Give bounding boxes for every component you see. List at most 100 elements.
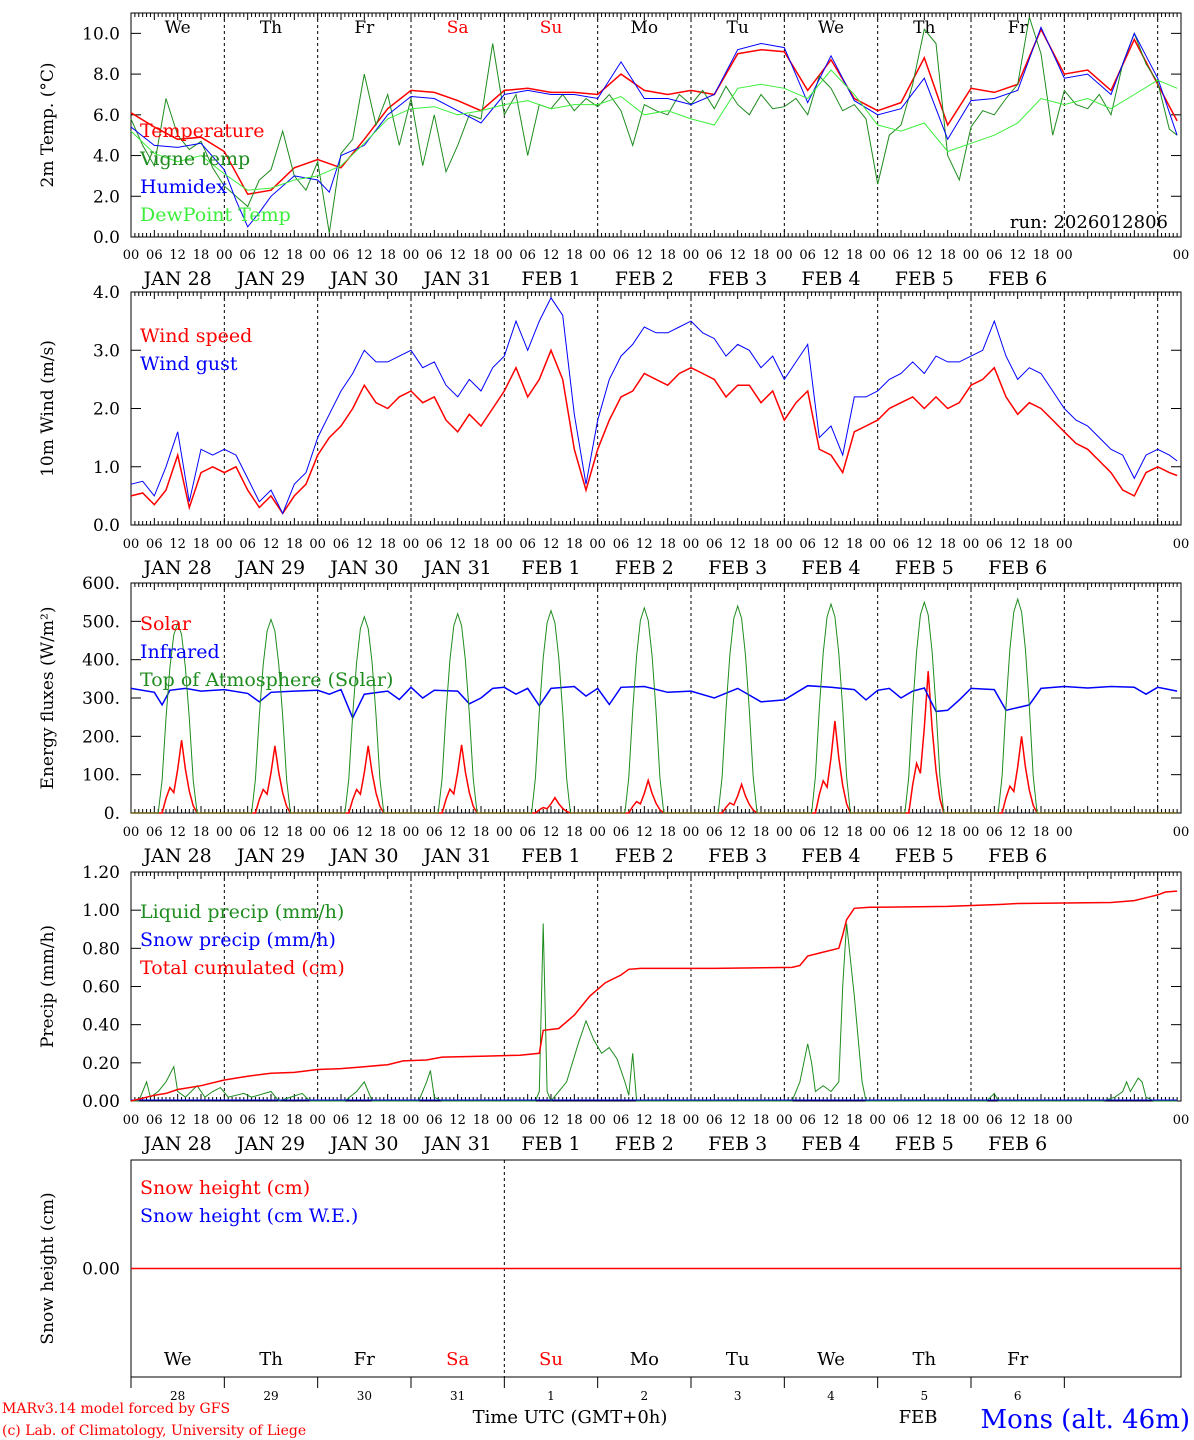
hour-tick-label: 18 (473, 248, 490, 263)
hour-tick-label: 06 (426, 248, 443, 263)
hour-tick-label: 12 (356, 537, 373, 552)
hour-tick-label: 12 (169, 825, 186, 840)
hour-tick-label: 06 (706, 825, 723, 840)
hour-tick-label: 06 (613, 825, 630, 840)
date-label: FEB 4 (801, 1133, 860, 1155)
legend-entry: Temperature (140, 120, 264, 142)
hour-tick-label: 12 (356, 825, 373, 840)
date-label: FEB 2 (615, 268, 674, 290)
hour-tick-label: 06 (333, 825, 350, 840)
hour-tick-label: 18 (753, 1113, 770, 1128)
hour-tick-label: 06 (706, 1113, 723, 1128)
hour-tick-label: 12 (636, 825, 653, 840)
hour-tick-label: 06 (239, 1113, 256, 1128)
hour-tick-label: 00 (589, 1113, 606, 1128)
legend-entry: Infrared (140, 641, 220, 663)
y-tick-label: 1.20 (82, 863, 120, 883)
hour-tick-label: 18 (566, 248, 583, 263)
hour-tick-label: 00 (963, 537, 980, 552)
hour-tick-label: 00 (589, 248, 606, 263)
y-tick-label: 0.40 (82, 1016, 120, 1036)
y-tick-label: 400. (82, 651, 120, 671)
hour-tick-label: 06 (799, 248, 816, 263)
date-label: JAN 30 (328, 557, 398, 579)
hour-tick-label: 06 (146, 825, 163, 840)
legend-entry: Snow height (cm) (140, 1177, 310, 1199)
hour-tick-label: 06 (333, 1113, 350, 1128)
hour-tick-label: 18 (286, 537, 303, 552)
hour-tick-label: 18 (659, 537, 676, 552)
hour-tick-label: 12 (263, 248, 280, 263)
legend-entry: Top of Atmosphere (Solar) (140, 669, 393, 691)
date-label: JAN 29 (235, 845, 305, 867)
hour-tick-label: 18 (193, 1113, 210, 1128)
hour-tick-label: 12 (729, 537, 746, 552)
hour-tick-label: 12 (916, 537, 933, 552)
hour-tick-label: 06 (706, 537, 723, 552)
bottom-day-name: Sa (446, 1349, 469, 1370)
y-tick-label: 0.00 (82, 1092, 120, 1112)
hour-tick-label: 00 (216, 537, 233, 552)
hour-tick-label: 06 (986, 248, 1003, 263)
hour-tick-label: 00 (403, 825, 420, 840)
y-axis-label: 2m Temp. (°C) (38, 62, 58, 187)
day-label: Th (260, 18, 282, 38)
wind-series-wind-gust (130, 296, 1178, 515)
hour-tick-label: 18 (659, 1113, 676, 1128)
date-label: JAN 29 (235, 268, 305, 290)
hour-tick-label: 18 (659, 825, 676, 840)
legend-entry: Total cumulated (cm) (140, 957, 345, 979)
hour-tick-label: 06 (519, 825, 536, 840)
hour-tick-label: 18 (473, 537, 490, 552)
legend-entry: Wind gust (140, 353, 238, 375)
legend-entry: Humidex (140, 176, 227, 198)
hour-tick-label: 06 (706, 248, 723, 263)
hour-tick-label: 12 (356, 248, 373, 263)
y-tick-label: 0.0 (93, 516, 120, 536)
run-annotation: run: 2026012806 (1010, 212, 1168, 233)
hour-tick-label: 06 (333, 537, 350, 552)
hour-tick-label: 06 (146, 537, 163, 552)
hour-tick-label: 00 (309, 825, 326, 840)
y-tick-label: 4.0 (93, 283, 120, 303)
y-tick-label: 0.20 (82, 1054, 120, 1074)
hour-tick-label: 18 (566, 1113, 583, 1128)
hour-tick-label: 18 (846, 248, 863, 263)
hour-tick-label: 12 (543, 248, 560, 263)
y-tick-label: 4.0 (93, 147, 120, 167)
bottom-day-date: 31 (450, 1389, 465, 1403)
date-label: FEB 3 (708, 557, 767, 579)
bottom-day-name: Tu (726, 1349, 750, 1370)
y-tick-label: 0.80 (82, 939, 120, 959)
hour-tick-label: 18 (566, 825, 583, 840)
date-label: FEB 4 (801, 845, 860, 867)
day-label: We (818, 18, 844, 38)
legend-entry: Snow height (cm W.E.) (140, 1205, 358, 1227)
date-label: JAN 29 (235, 1133, 305, 1155)
date-label: JAN 30 (328, 268, 398, 290)
date-label: FEB 2 (615, 557, 674, 579)
day-label: Sa (447, 18, 469, 38)
hour-tick-label: 12 (636, 537, 653, 552)
hour-tick-label: 06 (893, 248, 910, 263)
y-tick-label: 600. (82, 574, 120, 594)
hour-tick-label: 12 (916, 248, 933, 263)
hour-tick-label: 18 (753, 248, 770, 263)
hour-tick-label: 06 (426, 1113, 443, 1128)
day-label: Su (540, 18, 563, 38)
hour-tick-label: 18 (473, 825, 490, 840)
hour-tick-label: 12 (449, 825, 466, 840)
bottom-day-name: We (164, 1349, 192, 1370)
hour-tick-label: 12 (823, 248, 840, 263)
temp-series-temperature (130, 27, 1178, 196)
date-label: FEB 6 (988, 845, 1047, 867)
hour-tick-label: 00 (309, 248, 326, 263)
hour-tick-label: 06 (146, 248, 163, 263)
hour-tick-label: 00 (1056, 537, 1073, 552)
hour-tick-label: 00 (776, 1113, 793, 1128)
date-label: FEB 2 (615, 845, 674, 867)
hour-tick-label: 12 (823, 825, 840, 840)
date-label: JAN 30 (328, 845, 398, 867)
hour-tick-label: 00 (1173, 825, 1190, 840)
